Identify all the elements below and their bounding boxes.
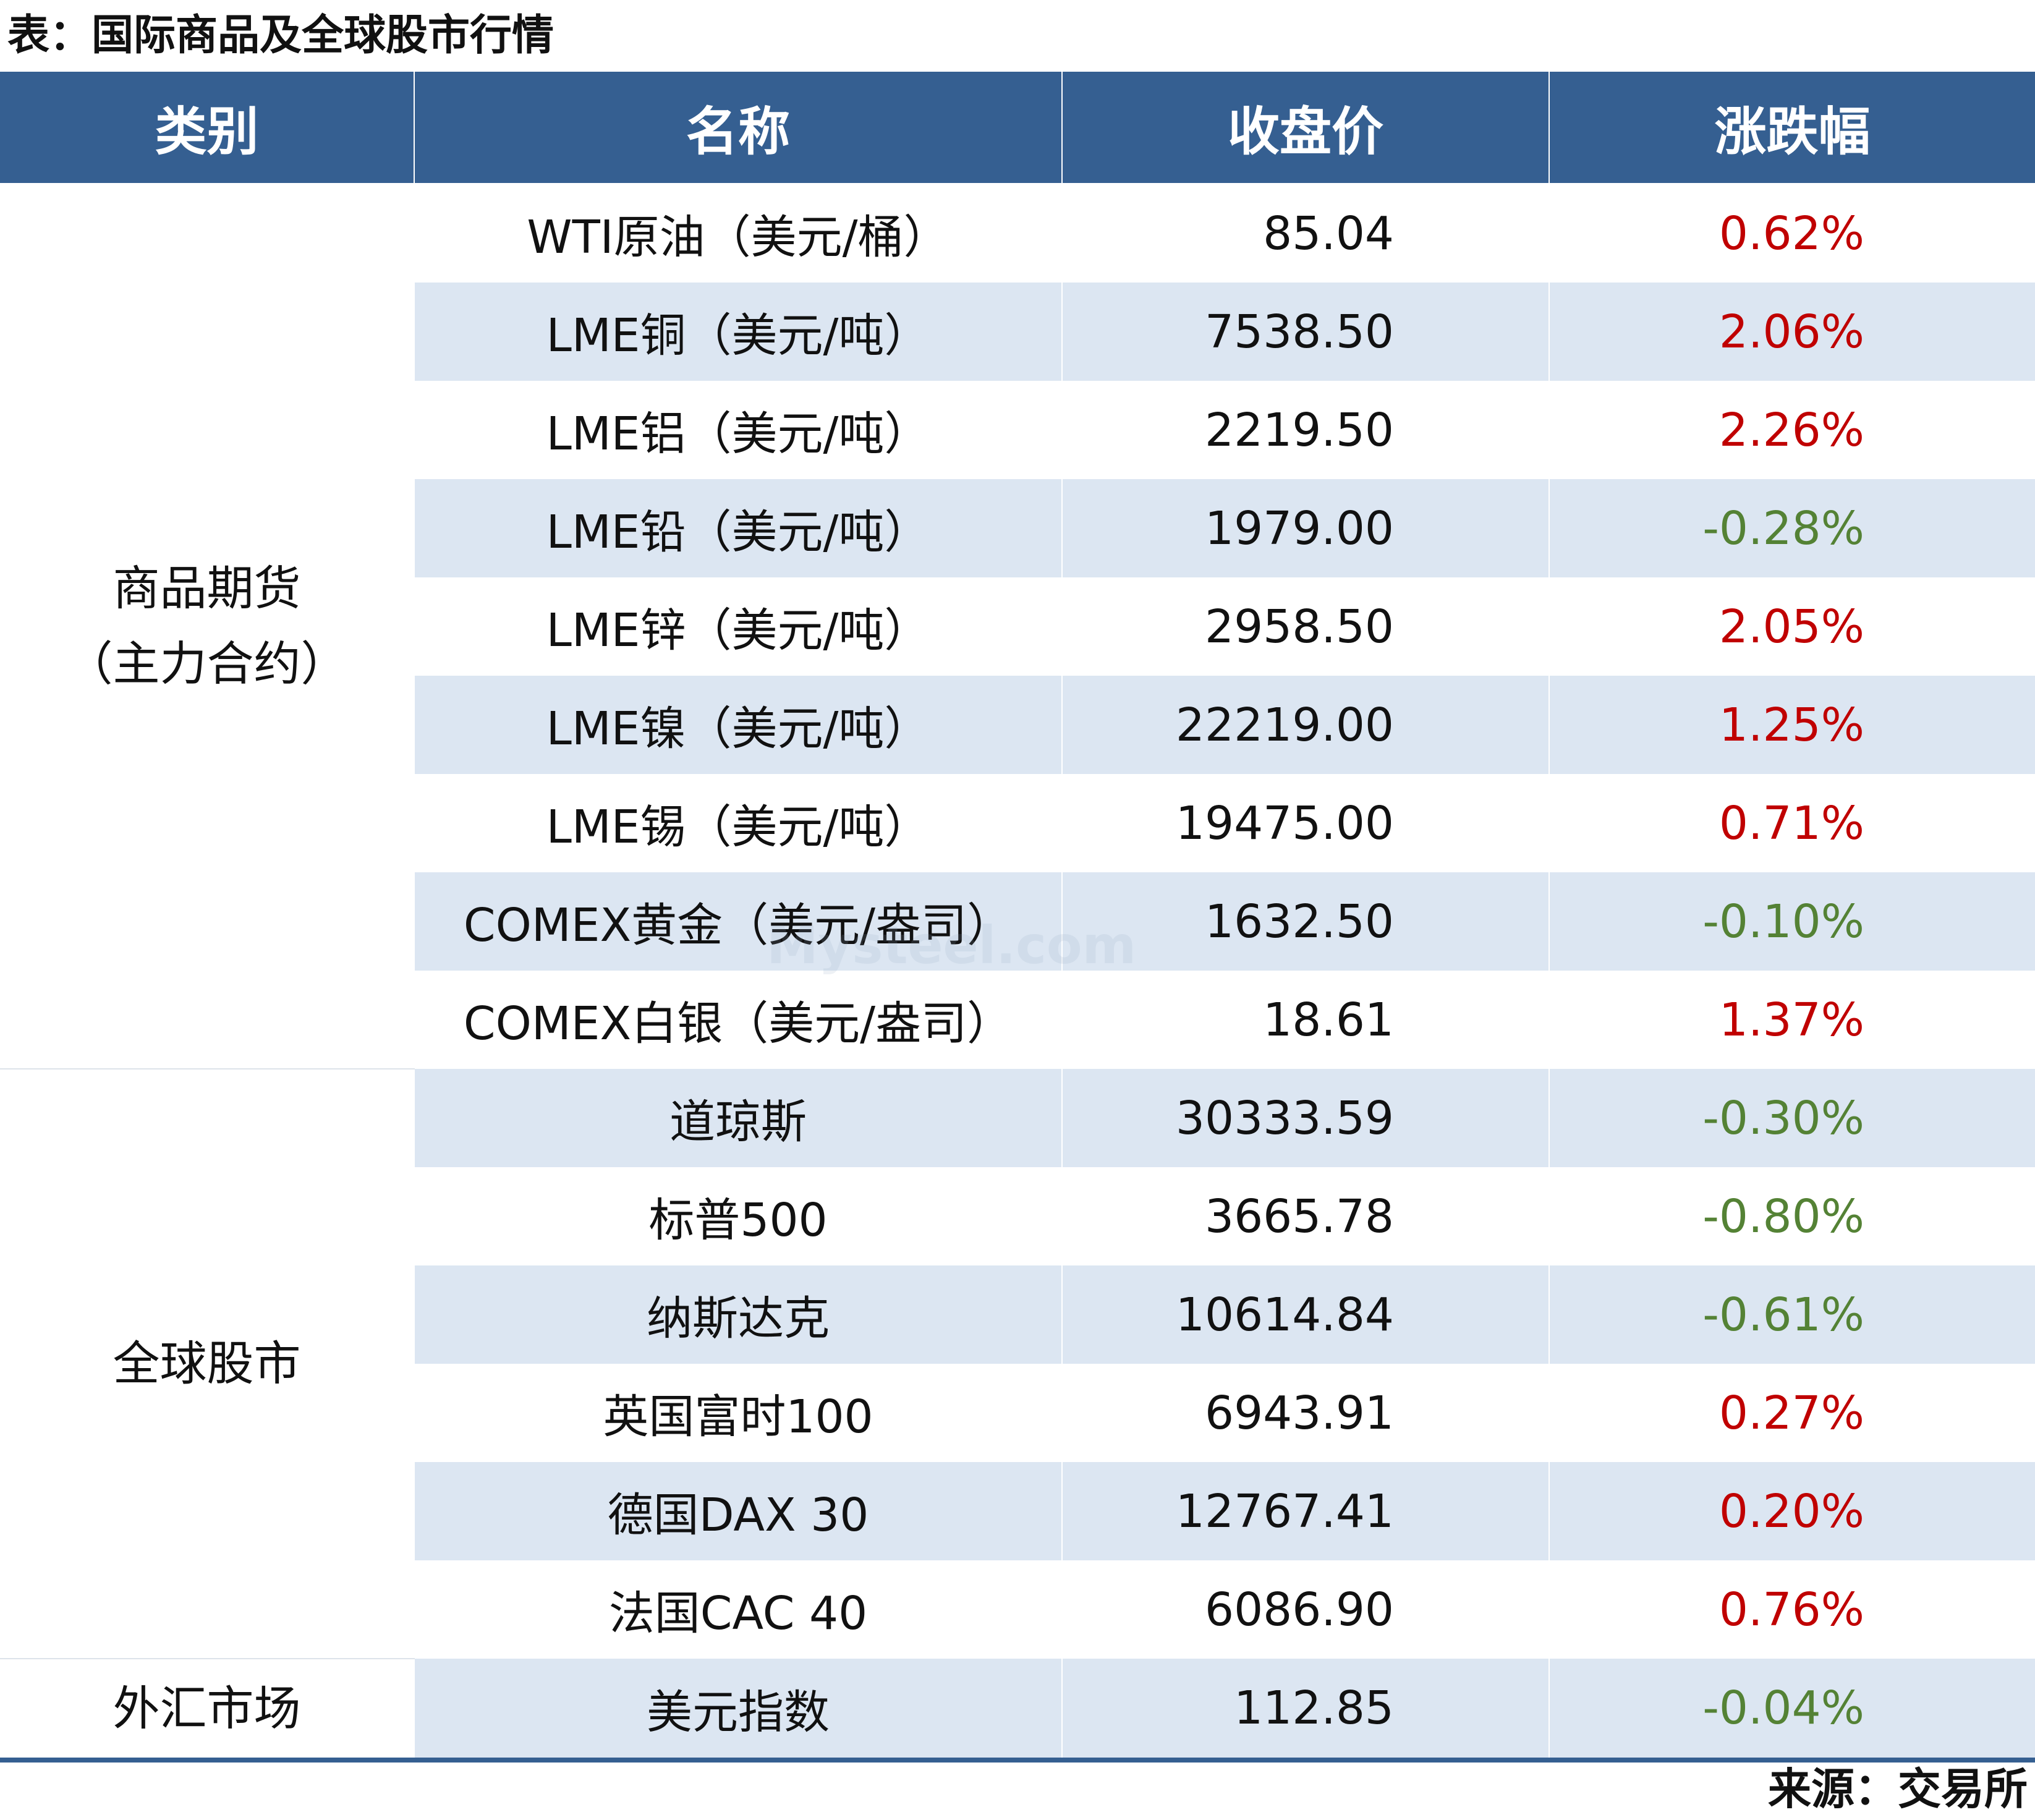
row-name: COMEX黄金（美元/盎司）: [414, 872, 1062, 971]
table-row: 全球股市 道琼斯 30333.59 -0.30%: [0, 1069, 2035, 1659]
category-fx: 外汇市场: [0, 1659, 414, 1763]
row-name: LME锡（美元/吨）: [414, 774, 1062, 872]
row-change-pct: 0.62%: [1549, 184, 2035, 283]
table-row: COMEX黄金（美元/盎司） 1632.50 -0.10%: [0, 872, 2035, 971]
row-name: 英国富时100: [414, 1364, 1062, 1462]
row-change-pct: 2.05%: [1549, 577, 2035, 676]
row-change-pct: 1.37%: [1549, 971, 2035, 1069]
header-category: 类别: [0, 72, 414, 184]
row-name: LME锌（美元/吨）: [414, 577, 1062, 676]
row-close-price: 6086.90: [1061, 1560, 1549, 1659]
table-row: LME镍（美元/吨） 22219.00 1.25%: [0, 676, 2035, 774]
row-close-price: 19475.00: [1061, 774, 1549, 872]
table-row: 英国富时100 6943.91 0.27%: [0, 1364, 2035, 1462]
row-close-price: 3665.78: [1061, 1167, 1549, 1265]
header-row: 类别 名称 收盘价 涨跌幅: [0, 72, 2035, 184]
row-close-price: 112.85: [1061, 1659, 1549, 1763]
table-row: 法国CAC 40 6086.90 0.76%: [0, 1560, 2035, 1659]
row-change-pct: -0.30%: [1549, 1069, 2035, 1167]
row-change-pct: 0.76%: [1549, 1560, 2035, 1659]
table-row: LME铝（美元/吨） 2219.50 2.26%: [0, 381, 2035, 479]
table-title: 表：国际商品及全球股市行情: [7, 11, 554, 60]
row-close-price: 18.61: [1061, 971, 1549, 1069]
row-change-pct: -0.04%: [1549, 1659, 2035, 1763]
quotes-table: 类别 名称 收盘价 涨跌幅 商品期货 （主力合约） WTI原油（美元/桶） 85…: [0, 72, 2035, 1763]
category-commodities: 商品期货 （主力合约）: [0, 184, 414, 1069]
table-row: LME铜（美元/吨） 7538.50 2.06%: [0, 283, 2035, 381]
table-row: LME锡（美元/吨） 19475.00 0.71%: [0, 774, 2035, 872]
row-change-pct: 0.27%: [1549, 1364, 2035, 1462]
category-commodities-line2: （主力合约）: [66, 636, 348, 691]
row-name: 标普500: [414, 1167, 1062, 1265]
row-close-price: 30333.59: [1061, 1069, 1549, 1167]
header-change-pct: 涨跌幅: [1549, 72, 2035, 184]
header-name: 名称: [414, 72, 1062, 184]
row-close-price: 22219.00: [1061, 676, 1549, 774]
row-close-price: 6943.91: [1061, 1364, 1549, 1462]
row-name: 道琼斯: [414, 1069, 1062, 1167]
table-row: 标普500 3665.78 -0.80%: [0, 1167, 2035, 1265]
row-change-pct: -0.28%: [1549, 479, 2035, 577]
row-name: LME铅（美元/吨）: [414, 479, 1062, 577]
row-close-price: 12767.41: [1061, 1462, 1549, 1560]
row-name: 纳斯达克: [414, 1265, 1062, 1364]
row-name: COMEX白银（美元/盎司）: [414, 971, 1062, 1069]
table-row: 外汇市场 美元指数 112.85 -0.04%: [0, 1659, 2035, 1763]
table-row: LME锌（美元/吨） 2958.50 2.05%: [0, 577, 2035, 676]
row-change-pct: 2.26%: [1549, 381, 2035, 479]
header-close-price: 收盘价: [1061, 72, 1549, 184]
row-name: LME镍（美元/吨）: [414, 676, 1062, 774]
category-stocks: 全球股市: [0, 1069, 414, 1659]
row-close-price: 2958.50: [1061, 577, 1549, 676]
row-change-pct: 0.20%: [1549, 1462, 2035, 1560]
table-row: 纳斯达克 10614.84 -0.61%: [0, 1265, 2035, 1364]
table-row: 德国DAX 30 12767.41 0.20%: [0, 1462, 2035, 1560]
table-row: COMEX白银（美元/盎司） 18.61 1.37%: [0, 971, 2035, 1069]
row-name: 德国DAX 30: [414, 1462, 1062, 1560]
row-close-price: 1632.50: [1061, 872, 1549, 971]
row-change-pct: -0.80%: [1549, 1167, 2035, 1265]
table-row: LME铅（美元/吨） 1979.00 -0.28%: [0, 479, 2035, 577]
row-change-pct: 0.71%: [1549, 774, 2035, 872]
source-note: 来源：交易所: [1768, 1764, 2028, 1814]
row-close-price: 10614.84: [1061, 1265, 1549, 1364]
row-close-price: 7538.50: [1061, 283, 1549, 381]
category-commodities-line1: 商品期货: [113, 561, 301, 616]
row-close-price: 2219.50: [1061, 381, 1549, 479]
table-row: 商品期货 （主力合约） WTI原油（美元/桶） 85.04 0.62%: [0, 184, 2035, 1069]
row-change-pct: -0.61%: [1549, 1265, 2035, 1364]
row-close-price: 1979.00: [1061, 479, 1549, 577]
row-change-pct: -0.10%: [1549, 872, 2035, 971]
row-name: LME铝（美元/吨）: [414, 381, 1062, 479]
row-name: WTI原油（美元/桶）: [414, 184, 1062, 283]
row-close-price: 85.04: [1061, 184, 1549, 283]
row-change-pct: 1.25%: [1549, 676, 2035, 774]
row-change-pct: 2.06%: [1549, 283, 2035, 381]
row-name: 法国CAC 40: [414, 1560, 1062, 1659]
row-name: LME铜（美元/吨）: [414, 283, 1062, 381]
row-name: 美元指数: [414, 1659, 1062, 1763]
